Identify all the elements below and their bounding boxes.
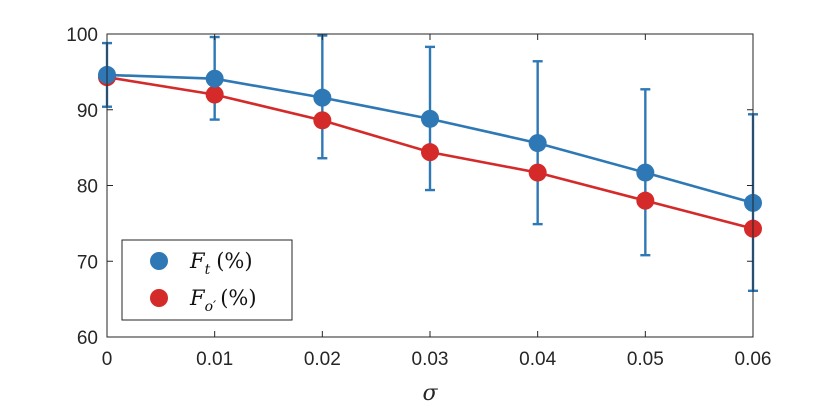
- y-tick-label: 100: [66, 25, 98, 46]
- legend-marker-fo: [150, 289, 168, 307]
- y-tick-label: 60: [77, 328, 98, 349]
- axis-layer: 0 0.01 0.02 0.03 0.04 0.05 0.06 60 70 80 90 100: [66, 25, 771, 370]
- y-tick-label: 70: [77, 252, 98, 273]
- legend-marker-ft: [150, 252, 168, 270]
- data-point-series-1: [313, 111, 332, 130]
- x-tick-label: 0: [102, 349, 113, 370]
- x-tick-label: 0.02: [304, 349, 341, 370]
- data-point-series-0: [313, 88, 332, 107]
- x-tick-label: 0.05: [627, 349, 664, 370]
- legend-box: [121, 239, 293, 321]
- legend: Ft (%) Fo′ (%): [121, 239, 293, 321]
- data-point-series-1: [205, 85, 224, 104]
- x-tick-label: 0.01: [196, 349, 233, 370]
- x-axis-title: σ: [422, 381, 438, 406]
- data-point-series-0: [636, 163, 655, 182]
- data-point-series-1: [421, 143, 439, 162]
- y-tick-label: 80: [77, 177, 98, 198]
- data-point-series-1: [528, 163, 547, 182]
- data-point-series-1: [636, 191, 655, 210]
- legend-label-fo: Fo′ (%): [189, 286, 257, 315]
- data-point-series-0: [421, 109, 439, 128]
- x-tick-label: 0.04: [519, 349, 556, 370]
- x-tick-label: 0.03: [412, 349, 449, 370]
- x-tick-label: 0.06: [735, 349, 772, 370]
- y-tick-label: 90: [77, 101, 98, 122]
- legend-label-ft: Ft (%): [189, 249, 253, 278]
- data-point-series-0: [528, 134, 547, 153]
- data-point-series-0: [205, 69, 224, 88]
